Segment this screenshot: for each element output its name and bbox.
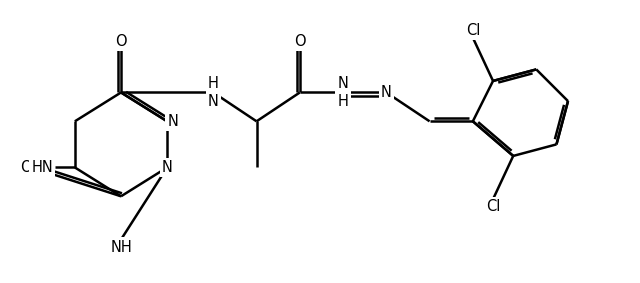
Text: N: N <box>381 85 392 100</box>
Text: N
H: N H <box>338 76 349 109</box>
Text: NH: NH <box>110 239 132 254</box>
Text: N: N <box>167 114 178 129</box>
Text: Cl: Cl <box>486 199 500 214</box>
Text: O: O <box>115 34 127 49</box>
Text: O: O <box>20 160 31 175</box>
Text: H
N: H N <box>208 76 219 109</box>
Text: Cl: Cl <box>466 23 480 38</box>
Text: HN: HN <box>31 160 53 175</box>
Text: O: O <box>294 34 306 49</box>
Text: N: N <box>162 160 173 175</box>
